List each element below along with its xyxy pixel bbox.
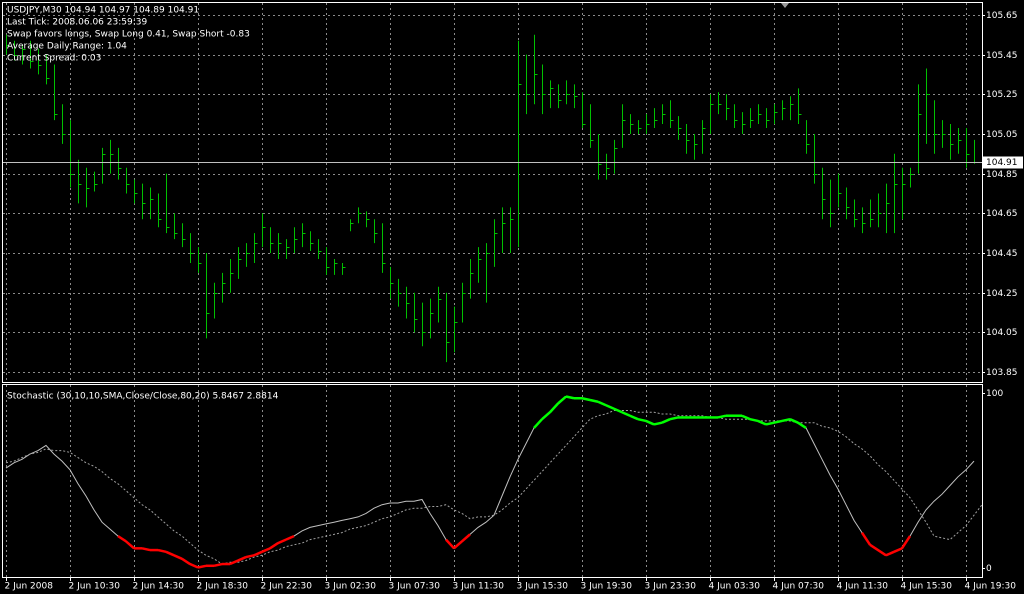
stochastic-highlight [253,550,263,557]
stochastic-highlight [773,419,783,424]
last-price-box [983,156,1023,169]
stochastic-highlight [213,562,223,568]
stochastic-highlight [597,400,607,407]
stochastic-highlight [261,547,271,553]
stochastic-highlight [157,548,167,554]
y-tick-label: 104.25 [986,289,1018,299]
stochastic-highlight [629,414,639,421]
y-tick-label: 103.85 [986,368,1018,378]
y-tick-label: 105.45 [986,51,1018,61]
labels: USDJPY,M30 104.94 104.97 104.89 104.91 L… [5,6,1023,592]
info-text: Average Daily Range: 1.04 [7,42,127,52]
stochastic-highlight [789,418,799,424]
stochastic-highlight [117,535,127,543]
stochastic-highlight [277,538,287,545]
stochastic-highlight [541,411,551,421]
x-tick-label: 4 Jun 07:30 [773,582,825,592]
stochastic-highlight [749,417,759,423]
stochastic-highlight [765,421,775,426]
stochastic-highlight [237,555,247,562]
x-tick-label: 2 Jun 18:30 [197,582,249,592]
indicator-title: Stochastic (30,10,10,SMA,Close/Close,80,… [7,392,279,402]
stochastic-highlight [621,411,631,417]
stochastic-highlight [589,398,599,403]
y-tick-label: 104.45 [986,249,1018,259]
stochastic-highlight [900,535,912,550]
x-tick-label: 4 Jun 15:30 [901,582,953,592]
last-price-label: 104.91 [986,158,1018,168]
info-text: Last Tick: 2008.06.06 23:59:39 [7,18,147,28]
x-tick-label: 3 Jun 23:30 [645,582,697,592]
stochastic-highlight [645,419,655,426]
stochastic-highlight [141,547,151,552]
stochastic-highlight [229,559,239,566]
x-tick-label: 3 Jun 15:30 [517,582,569,592]
stochastic-highlight [165,550,175,557]
grid [3,3,982,578]
stochastic-highlight [781,417,791,423]
stochastic-highlight [637,417,647,423]
stochastic-highlight [557,395,567,405]
stochastic-highlight [860,531,872,546]
stochastic-highlight [605,404,615,410]
info-text: Swap favors longs, Swap Long 0.41, Swap … [7,30,250,40]
stochastic-highlight [173,554,183,560]
stochastic-highlight [797,421,807,429]
y-tick-label: 100 [986,389,1003,399]
x-tick-label: 4 Jun 03:30 [709,582,761,592]
x-tick-label: 4 Jun 11:30 [837,582,889,592]
y-tick-label: 104.65 [986,209,1018,219]
stochastic-highlight [285,534,295,541]
x-tick-label: 3 Jun 07:30 [389,582,441,592]
stochastic-highlight [125,540,135,550]
y-tick-label: 105.65 [986,11,1018,21]
chart-title: USDJPY,M30 104.94 104.97 104.89 104.91 [7,6,199,16]
marks [3,34,983,569]
stochastic-highlight [653,421,663,426]
y-tick-label: 105.25 [986,90,1018,100]
stochastic-highlight [741,414,751,421]
stochastic-highlight [757,419,767,426]
stochastic-highlight [181,557,191,566]
info-text: Current Spread: 0.03 [7,54,101,64]
y-tick-label: 104.85 [986,170,1018,180]
stochastic-highlight [533,418,543,429]
stochastic-highlight [461,533,471,543]
stochastic-highlight [453,540,463,550]
stochastic-highlight [661,418,671,424]
x-tick-label: 3 Jun 11:30 [453,582,505,592]
stochastic-highlight [885,550,895,557]
stochastic-highlight [613,407,623,414]
stochastic-highlight [893,547,903,553]
price-pane [2,2,983,383]
y-tick-label: 0 [986,564,992,574]
stochastic-highlight [717,414,727,419]
stochastic-highlight [197,564,207,569]
stochastic-highlight [565,395,575,400]
stochastic-highlight [869,543,879,552]
stochastic-highlight [581,397,591,402]
stochastic-highlight [445,538,455,550]
x-tick-label: 3 Jun 19:30 [581,582,633,592]
y-tick-label: 104.05 [986,328,1018,338]
x-tick-label: 2 Jun 2008 [5,582,54,592]
stochastic-highlight [549,402,559,414]
x-tick-label: 2 Jun 14:30 [133,582,185,592]
stochastic-highlight [269,542,279,550]
y-tick-label: 105.05 [986,130,1018,140]
stochastic-highlight [877,549,887,557]
marker [781,3,789,8]
x-tick-label: 3 Jun 02:30 [325,582,377,592]
x-tick-label: 2 Jun 10:30 [69,582,121,592]
x-tick-label: 4 Jun 19:30 [965,582,1017,592]
stochastic-highlight [245,554,255,559]
stochastic-highlight [189,562,199,569]
x-tick-label: 2 Jun 22:30 [261,582,313,592]
stochastic-highlight [669,416,679,421]
stochastic-pane [2,384,983,578]
